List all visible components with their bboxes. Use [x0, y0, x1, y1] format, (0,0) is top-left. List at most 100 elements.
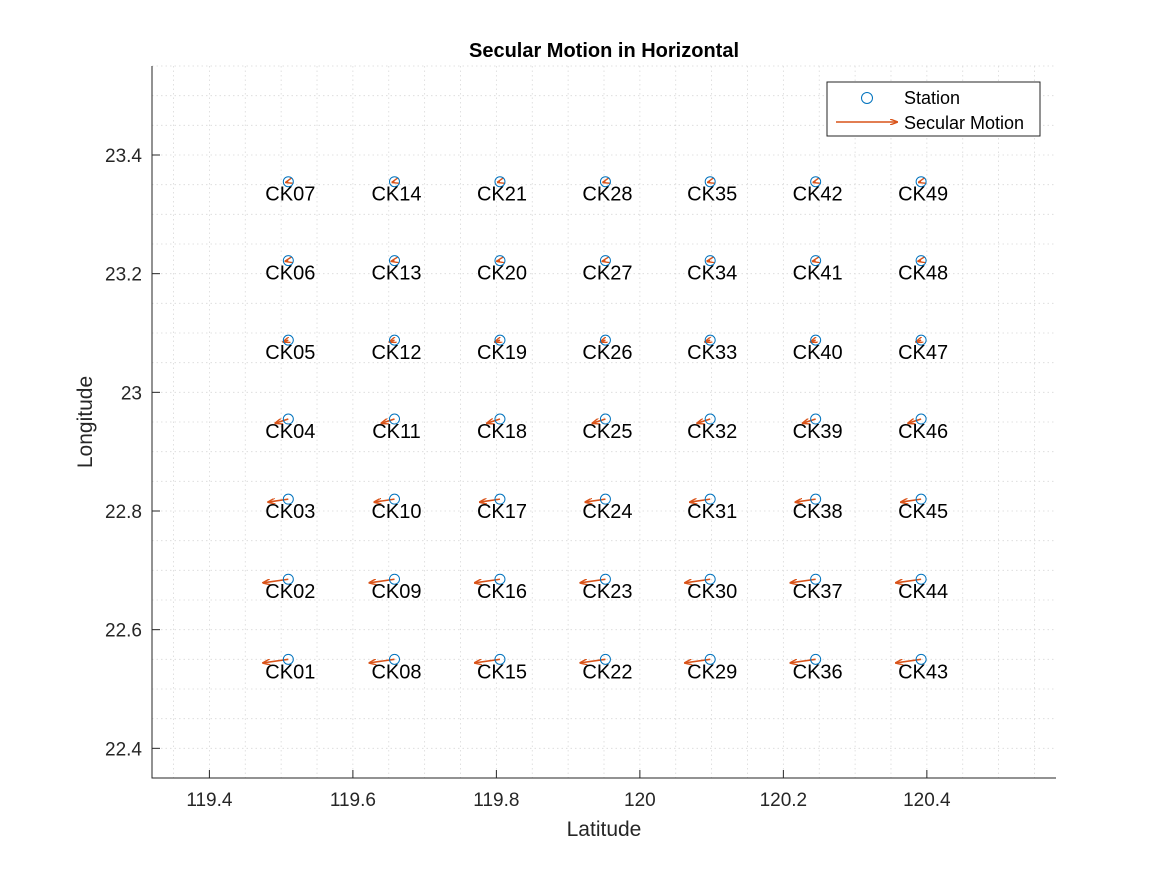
y-tick-label: 23.2	[105, 265, 142, 286]
motion-arrow-ck08	[369, 658, 395, 663]
station-label-ck25: CK25	[582, 421, 632, 443]
x-tick-label: 120	[624, 790, 656, 811]
station-marker-ck06	[282, 255, 294, 267]
station-label-ck46: CK46	[898, 421, 948, 443]
x-tick-label: 119.4	[186, 790, 233, 811]
motion-arrow-ck11	[382, 419, 395, 423]
station-marker-ck19	[494, 334, 506, 346]
legend-box	[826, 81, 1041, 137]
motion-arrow-ck20	[497, 261, 500, 262]
motion-arrow-ck13	[392, 261, 395, 262]
station-marker-ck34	[704, 255, 716, 267]
station-label-ck12: CK12	[371, 342, 421, 364]
station-marker-ck33	[704, 334, 716, 346]
station-marker-ck46	[915, 413, 927, 425]
secular-motion-arrows	[263, 182, 921, 663]
x-tick-label: 119.6	[330, 790, 376, 811]
motion-arrow-ck45	[901, 499, 922, 502]
station-marker-ck40	[810, 334, 822, 346]
motion-arrow-ck01	[263, 658, 289, 663]
station-marker-ck15	[494, 653, 506, 665]
station-label-ck44: CK44	[898, 581, 948, 603]
station-label-ck19: CK19	[477, 342, 527, 364]
station-marker-ck24	[599, 493, 611, 505]
station-marker-ck07	[282, 176, 294, 188]
x-tick-labels: 119.4 119.6 119.8 120 120.2 120.4	[186, 790, 951, 811]
station-label-ck47: CK47	[898, 342, 948, 364]
station-label-ck41: CK41	[793, 263, 843, 285]
station-marker-ck36	[810, 653, 822, 665]
motion-arrow-ck26	[600, 340, 605, 342]
station-label-ck22: CK22	[582, 661, 632, 683]
x-tick-label: 119.8	[473, 790, 519, 811]
motion-arrow-ck25	[593, 419, 606, 423]
station-marker-ck14	[389, 176, 401, 188]
station-marker-ck26	[599, 334, 611, 346]
motion-arrow-ck44	[896, 578, 922, 583]
station-label-ck43: CK43	[898, 661, 948, 683]
station-label-ck49: CK49	[898, 184, 948, 206]
station-marker-ck44	[915, 573, 927, 585]
motion-arrow-ck40	[811, 340, 816, 342]
station-label-ck15: CK15	[477, 661, 527, 683]
motion-arrow-ck43	[896, 658, 922, 663]
station-label-ck07: CK07	[265, 184, 315, 206]
station-label-ck20: CK20	[477, 263, 527, 285]
station-label-ck10: CK10	[371, 501, 421, 523]
motion-arrow-ck41	[813, 261, 816, 262]
station-label-ck02: CK02	[265, 581, 315, 603]
station-label-ck28: CK28	[582, 184, 632, 206]
y-tick-label: 23	[121, 383, 142, 404]
station-label-ck01: CK01	[265, 661, 315, 683]
station-label-ck14: CK14	[371, 184, 421, 206]
motion-arrow-ck14	[392, 182, 394, 183]
station-label-ck40: CK40	[793, 342, 843, 364]
station-marker-ck09	[389, 573, 401, 585]
motion-arrow-ck29	[685, 658, 711, 663]
motion-arrow-ck21	[498, 182, 500, 183]
motion-arrow-ck34	[707, 261, 710, 262]
station-marker-ck21	[494, 176, 506, 188]
motion-arrow-ck18	[487, 419, 501, 423]
station-marker-ck22	[599, 653, 611, 665]
motion-arrow-ck36	[791, 658, 816, 663]
motion-arrow-ck27	[603, 261, 606, 262]
motion-arrow-ck28	[603, 182, 605, 183]
y-tick-label: 22.4	[105, 739, 142, 760]
station-marker-ck17	[494, 493, 506, 505]
station-marker-ck23	[599, 573, 611, 585]
station-marker-ck29	[704, 653, 716, 665]
motion-arrow-ck19	[495, 340, 500, 342]
station-marker-ck03	[282, 493, 294, 505]
station-label-ck11: CK11	[372, 421, 421, 443]
station-marker-ck13	[389, 255, 401, 267]
station-label-ck32: CK32	[687, 421, 737, 443]
station-label-ck05: CK05	[265, 342, 315, 364]
station-marker-ck20	[494, 255, 506, 267]
station-label-ck08: CK08	[371, 661, 421, 683]
station-label-ck04: CK04	[265, 421, 315, 443]
station-marker-ck01	[282, 653, 294, 665]
motion-arrow-ck30	[685, 578, 711, 583]
motion-arrow-ck47	[916, 340, 921, 342]
station-label-ck33: CK33	[687, 342, 737, 364]
station-label-ck30: CK30	[687, 581, 737, 603]
legend: Station Secular Motion	[826, 81, 1041, 137]
station-marker-ck04	[282, 413, 294, 425]
station-marker-ck30	[704, 573, 716, 585]
station-marker-ck11	[389, 413, 401, 425]
motion-arrow-ck24	[585, 499, 606, 502]
motion-arrow-ck06	[285, 261, 288, 262]
station-label-ck24: CK24	[582, 501, 632, 523]
motion-arrow-ck05	[283, 340, 288, 342]
station-marker-ck05	[282, 334, 294, 346]
station-marker-ck08	[389, 653, 401, 665]
station-label-ck23: CK23	[582, 581, 632, 603]
station-markers	[282, 176, 927, 665]
axes-box	[151, 66, 1056, 779]
motion-arrow-ck02	[263, 578, 289, 583]
motion-arrow-ck39	[803, 419, 816, 423]
x-axis-label: Latitude	[567, 818, 642, 841]
y-tick-label: 22.8	[105, 502, 142, 523]
motion-arrow-ck03	[268, 499, 289, 502]
